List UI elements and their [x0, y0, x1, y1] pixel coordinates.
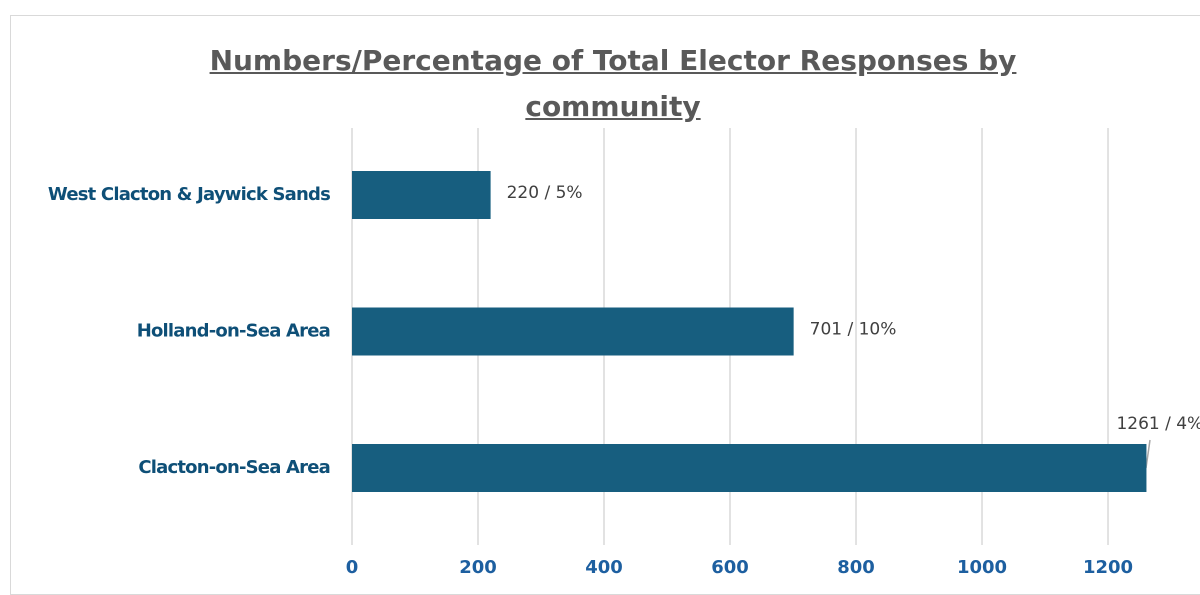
x-tick-label: 0	[346, 557, 359, 578]
chart-title: Numbers/Percentage of Total Elector Resp…	[209, 44, 1017, 123]
y-tick-label: West Clacton & Jaywick Sands	[48, 184, 330, 205]
x-tick-label: 1200	[1083, 557, 1133, 578]
y-tick-label: Holland-on-Sea Area	[137, 321, 330, 342]
value-label: 220 / 5%	[507, 183, 583, 203]
x-tick-label: 400	[585, 557, 623, 578]
page: Numbers/Percentage of Total Elector Resp…	[10, 15, 1200, 595]
y-tick-label: Clacton-on-Sea Area	[138, 457, 330, 478]
value-label: 701 / 10%	[810, 320, 897, 340]
value-label: 1261 / 4%	[1116, 414, 1200, 434]
x-tick-label: 200	[459, 557, 497, 578]
leader-line	[1145, 439, 1151, 469]
x-tick-label: 1000	[957, 557, 1007, 578]
chart: 0 200 400 600 800 1000 1200 West Clacton & Jayw…	[48, 128, 1200, 578]
bar	[352, 444, 1147, 492]
bar	[352, 307, 794, 356]
bar	[352, 171, 491, 219]
x-tick-label: 600	[711, 557, 749, 578]
x-tick-label: 800	[837, 557, 875, 578]
